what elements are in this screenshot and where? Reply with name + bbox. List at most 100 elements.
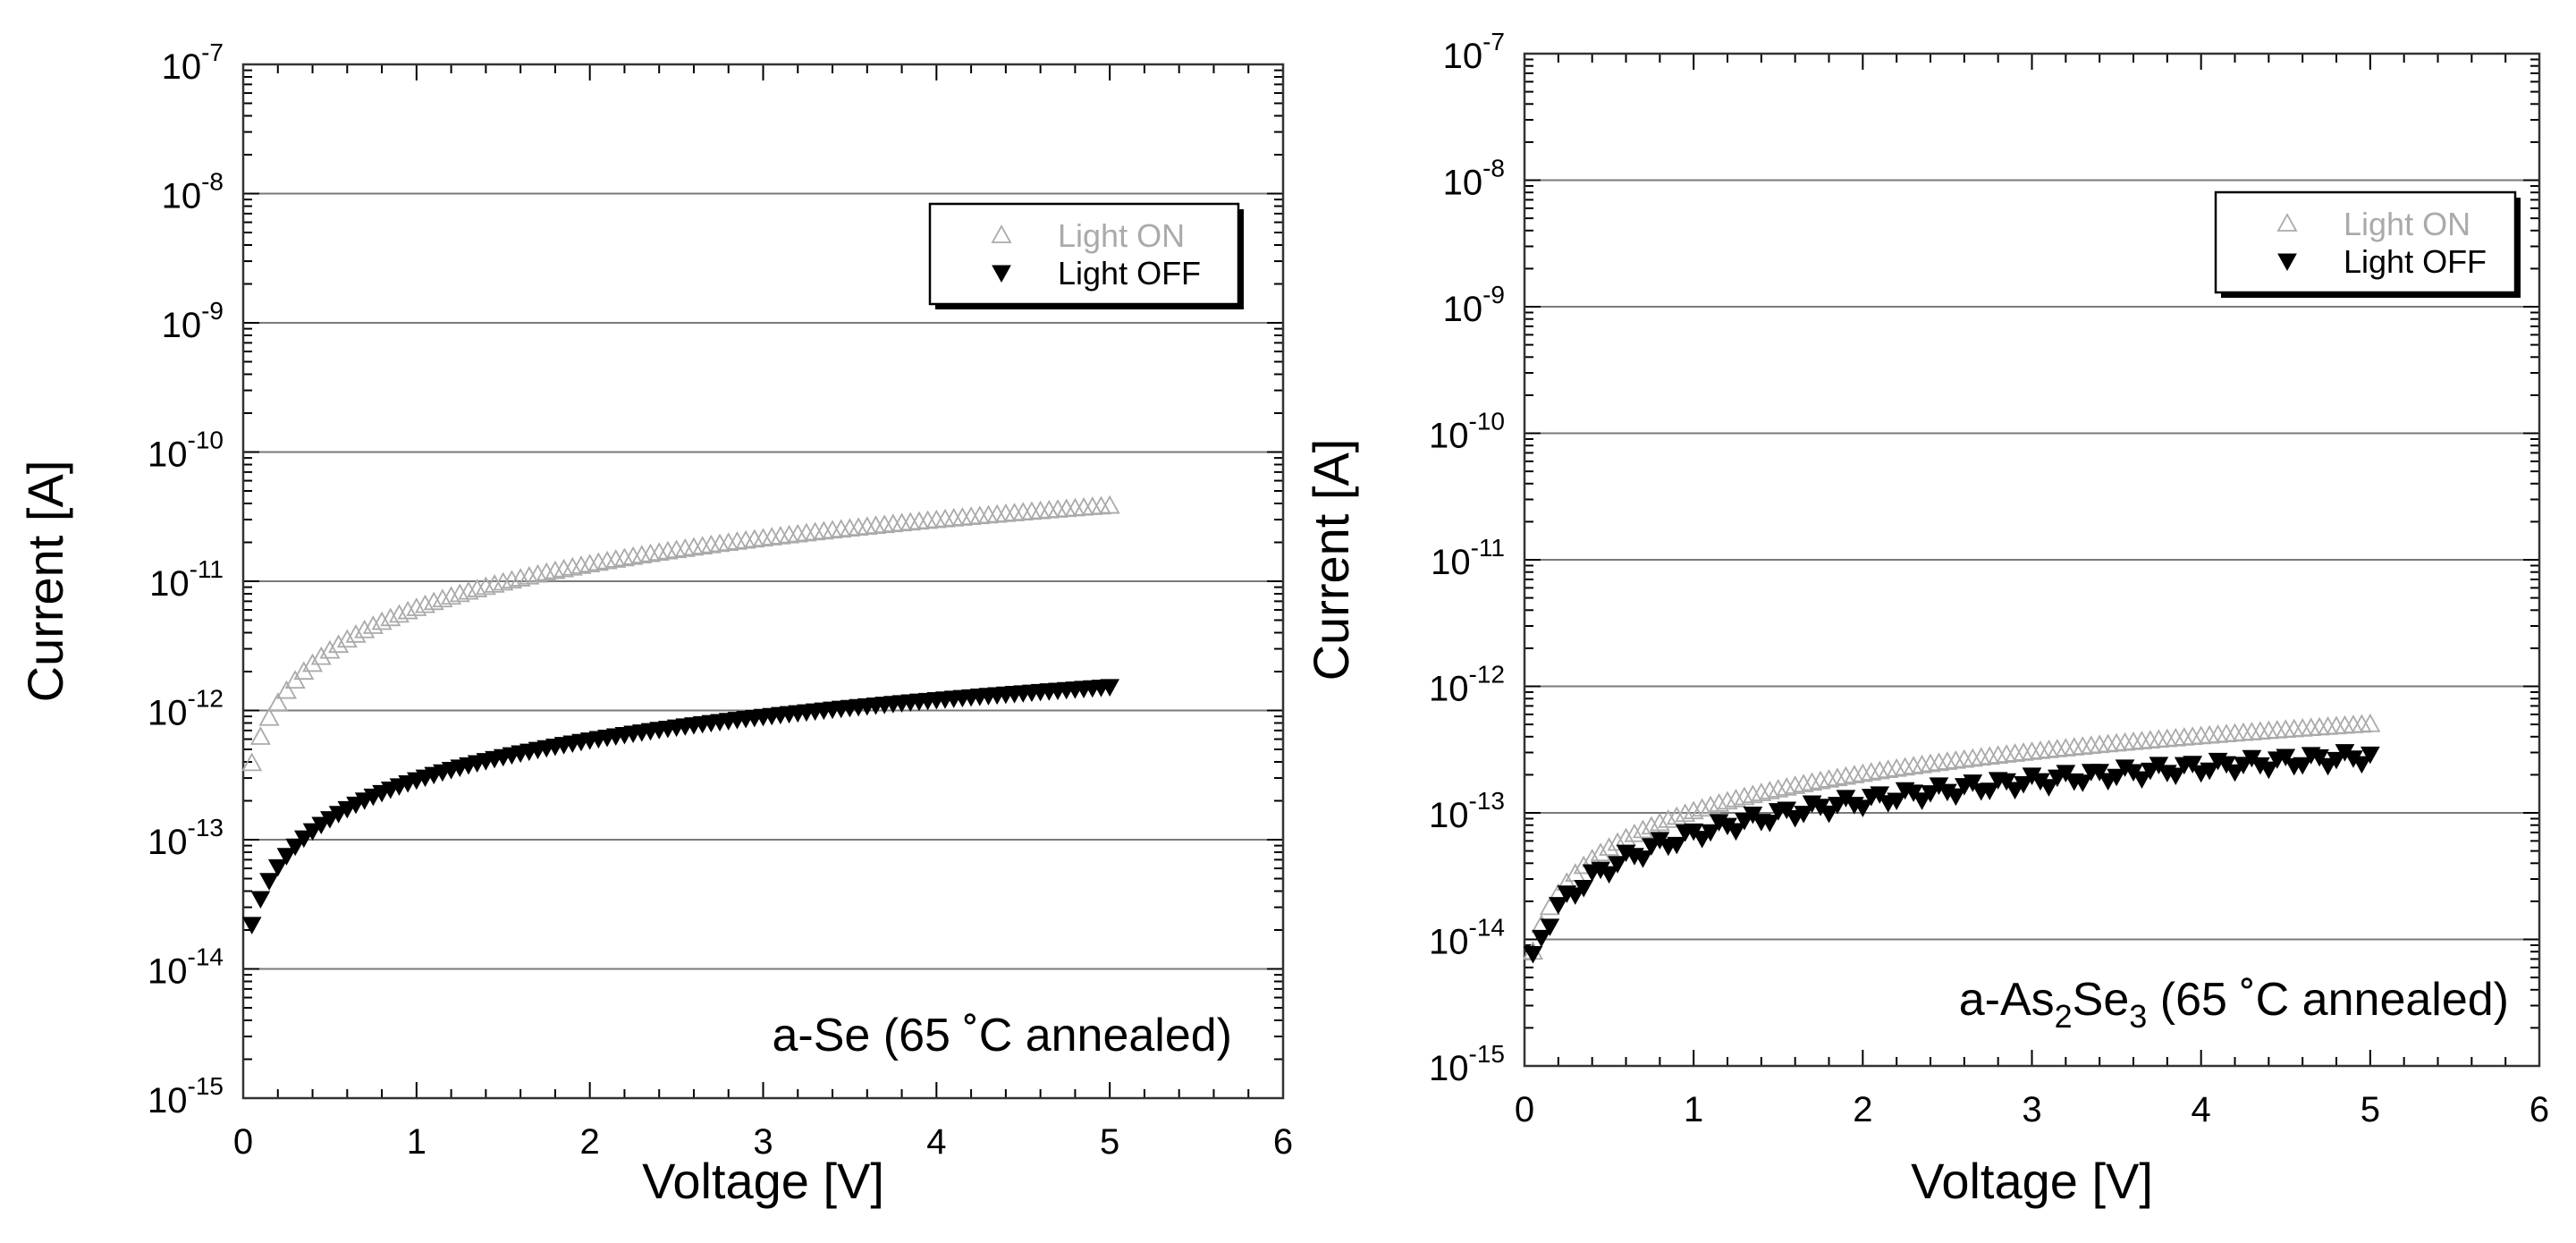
- light-on-point: [1827, 767, 1848, 787]
- light-on-point: [1725, 788, 1746, 808]
- y-tick-label: 10-15: [1429, 1040, 1505, 1088]
- y-tick-label: 10-9: [1443, 281, 1505, 329]
- chart-panel-2: 0 1 2 3 4 5 610-1510-1410-1310-1210-1110-1010-…: [1303, 28, 2549, 1209]
- y-tick-base: 10: [162, 47, 202, 87]
- light-on-point: [700, 534, 722, 554]
- light-on-point: [302, 653, 324, 672]
- light-off-point: [1633, 850, 1653, 868]
- y-tick-base: 10: [148, 694, 188, 733]
- light-on-point: [1878, 759, 1899, 779]
- light-off-point: [267, 858, 288, 877]
- light-on-point: [249, 726, 271, 745]
- light-on-point: [406, 597, 427, 616]
- light-off-point: [1997, 773, 2016, 791]
- light-on-point: [1624, 823, 1645, 842]
- light-off-point: [1574, 879, 1594, 898]
- light-on-point: [310, 646, 332, 665]
- light-on-point: [1920, 753, 1941, 773]
- x-tick-label: 1: [1684, 1090, 1703, 1129]
- light-off-point: [2107, 768, 2126, 787]
- y-tick-exponent: -11: [190, 555, 224, 583]
- light-on-point: [545, 560, 566, 579]
- light-on-point: [1869, 760, 1890, 780]
- sample-annotation: a-Se (65 ˚C annealed): [772, 1010, 1232, 1061]
- light-on-point: [1844, 765, 1865, 783]
- light-on-point: [1776, 777, 1797, 796]
- y-tick-exponent: -10: [188, 427, 224, 454]
- light-on-point: [1751, 782, 1772, 801]
- y-tick-exponent: -14: [1469, 914, 1505, 942]
- light-off-point: [259, 873, 279, 891]
- light-on-point: [991, 224, 1012, 243]
- y-tick-label: 10-10: [148, 427, 224, 475]
- light-on-point: [674, 537, 696, 557]
- x-tick-label: 3: [2022, 1090, 2041, 1129]
- light-off-point: [2225, 764, 2245, 782]
- y-tick-base: 10: [162, 306, 202, 345]
- y-tick-label: 10-9: [162, 297, 224, 345]
- y-tick-exponent: -8: [1482, 155, 1505, 182]
- light-on-point: [484, 574, 505, 593]
- y-axis-title: Current [A]: [17, 461, 73, 703]
- light-on-point: [1886, 757, 1907, 777]
- light-on-point: [666, 539, 688, 559]
- y-tick-label: 10-13: [1429, 787, 1505, 835]
- light-off-point: [241, 917, 262, 934]
- x-tick-label: 4: [2192, 1090, 2211, 1129]
- series-light-off: [1523, 744, 2380, 964]
- light-on-point: [2021, 741, 2043, 760]
- y-tick-exponent: -12: [1469, 661, 1505, 689]
- light-on-point: [362, 615, 384, 634]
- x-tick-label: 0: [233, 1122, 253, 1162]
- light-on-point: [562, 556, 583, 576]
- y-tick-label: 10-10: [1429, 408, 1505, 456]
- light-off-point: [1692, 831, 1712, 849]
- x-tick-label: 6: [1273, 1122, 1293, 1162]
- light-on-point: [2072, 736, 2093, 755]
- light-on-point: [1768, 779, 1789, 798]
- light-off-point: [2318, 757, 2338, 776]
- x-tick-label: 2: [580, 1122, 600, 1162]
- y-tick-exponent: -13: [1469, 787, 1505, 815]
- light-off-point: [1667, 836, 1687, 855]
- light-off-point: [1100, 679, 1120, 697]
- y-axis-title: Current [A]: [1303, 439, 1359, 681]
- legend-label: Light ON: [2344, 206, 2470, 242]
- y-tick-base: 10: [148, 952, 188, 992]
- y-tick-base: 10: [1443, 290, 1483, 329]
- light-off-point: [2005, 782, 2025, 800]
- x-tick-label: 1: [407, 1122, 427, 1162]
- light-on-point: [1649, 812, 1670, 832]
- light-on-point: [2030, 740, 2051, 759]
- light-on-point: [493, 571, 514, 591]
- y-tick-exponent: -12: [188, 685, 224, 713]
- light-on-point: [1692, 798, 1713, 817]
- y-tick-base: 10: [1429, 417, 1469, 456]
- light-on-point: [1759, 781, 1780, 799]
- light-on-point: [510, 568, 531, 587]
- light-on-point: [1734, 786, 1755, 806]
- light-on-point: [1912, 754, 1933, 774]
- light-on-point: [258, 706, 280, 726]
- light-on-point: [1818, 769, 1840, 788]
- x-tick-label: 4: [926, 1122, 946, 1162]
- light-on-point: [631, 545, 653, 564]
- light-on-point: [587, 552, 609, 571]
- light-on-point: [1937, 751, 1958, 770]
- light-on-point: [1717, 791, 1738, 810]
- y-tick-exponent: -7: [201, 38, 224, 66]
- y-tick-exponent: -9: [201, 297, 224, 325]
- light-off-point: [1608, 856, 1627, 874]
- light-on-point: [613, 547, 635, 567]
- light-on-point: [1683, 800, 1704, 820]
- y-tick-label: 10-11: [149, 555, 224, 604]
- x-axis-title: Voltage [V]: [642, 1153, 884, 1209]
- light-off-point: [2259, 761, 2279, 780]
- light-on-point: [241, 752, 263, 772]
- light-on-point: [1954, 748, 1975, 768]
- light-on-point: [1852, 763, 1873, 782]
- light-on-point: [328, 634, 350, 654]
- light-on-point: [1802, 772, 1823, 791]
- light-on-point: [423, 591, 444, 611]
